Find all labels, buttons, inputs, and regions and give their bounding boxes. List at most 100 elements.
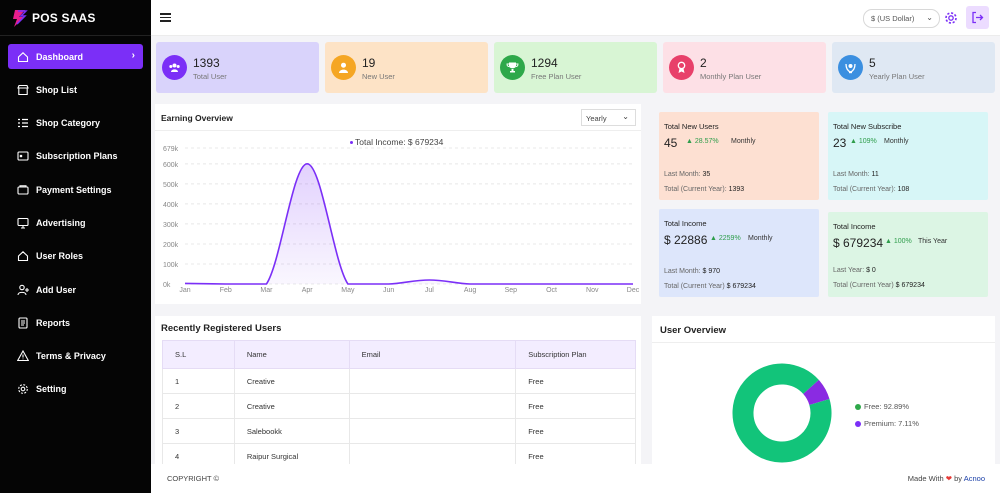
summary-value: 45 <box>664 136 678 150</box>
stat-label: Total User <box>193 72 227 81</box>
summary-line2-value: $ 679234 <box>726 283 756 290</box>
logout-icon <box>972 11 984 24</box>
sidebar-item-dashboard[interactable]: Dashboard › <box>8 44 143 69</box>
sidebar-item-reports[interactable]: Reports <box>8 310 143 335</box>
summary-line1-value: 35 <box>702 171 711 178</box>
summary-value: 23 <box>833 136 847 150</box>
summary-line1-label: Last Month: <box>664 171 701 178</box>
x-tick-label: Aug <box>464 287 477 294</box>
cell-plan: Free <box>515 393 636 419</box>
summary-period: Monthly <box>884 138 909 145</box>
sidebar-item-label: Shop List <box>36 84 77 95</box>
table-row[interactable]: 2 Creative Free <box>162 393 636 419</box>
stat-value: 5 <box>869 56 876 70</box>
table-row[interactable]: 4 Raipur Surgical Free <box>162 443 636 464</box>
sidebar-item-add-user[interactable]: Add User <box>8 277 143 302</box>
brand[interactable]: POS SAAS <box>0 0 151 36</box>
topbar: $ (US Dollar) ⌄ <box>151 0 1000 36</box>
sidebar-item-label: Shop Category <box>36 118 101 129</box>
cell-name: Creative <box>233 368 350 394</box>
summary-change-value: 28.57% <box>694 138 719 145</box>
summary-line1-label: Last Month: <box>664 268 701 275</box>
y-tick-label: 0k <box>163 282 171 289</box>
sidebar-item-terms-privacy[interactable]: Terms & Privacy <box>8 344 143 369</box>
cell-sl: 3 <box>162 418 235 444</box>
footer-by: by <box>954 474 963 483</box>
summary-period: Monthly <box>731 138 756 145</box>
sidebar-item-shop-list[interactable]: Shop List <box>8 77 143 102</box>
sidebar-item-payment-settings[interactable]: Payment Settings <box>8 177 143 202</box>
recent-users-title: Recently Registered Users <box>161 323 282 334</box>
x-tick-label: Jun <box>383 287 394 294</box>
stat-card-yearly-plan-user: 5 Yearly Plan User <box>832 42 995 93</box>
summary-total-new-users: Total New Users 45 ▲ 28.57% Monthly Last… <box>659 112 819 200</box>
table-row[interactable]: 1 Creative Free <box>162 368 636 394</box>
summary-line1: Last Year: $ 0 <box>833 267 876 274</box>
settings-gear-icon[interactable] <box>944 11 958 25</box>
footer-credit: Made With ❤ by Acnoo <box>908 474 985 483</box>
sidebar-item-advertising[interactable]: Advertising <box>8 210 143 235</box>
y-tick-label: 500k <box>163 182 179 189</box>
summary-change: ▲ 28.57% <box>686 138 719 145</box>
period-select[interactable]: Yearly ⌄ <box>581 109 636 126</box>
summary-value: $ 679234 <box>833 236 884 250</box>
user-overview-donut <box>732 363 832 463</box>
x-tick-label: May <box>341 287 355 294</box>
category-icon <box>18 118 28 128</box>
cell-plan: Free <box>515 418 636 444</box>
sidebar-item-shop-category[interactable]: Shop Category <box>8 111 143 136</box>
summary-line1-value: 11 <box>871 171 879 178</box>
cell-email <box>348 368 517 394</box>
summary-line2: Total (Current Year): 1393 <box>664 186 744 193</box>
series-area <box>185 163 633 284</box>
sidebar-nav: Dashboard › Shop List Shop Category Subs… <box>0 36 151 402</box>
summary-line1-label: Last Year: <box>833 267 865 274</box>
donut-slice <box>732 363 832 463</box>
period-value: Yearly <box>586 114 607 123</box>
earning-title: Earning Overview <box>161 113 233 123</box>
sidebar-item-setting[interactable]: Setting <box>8 377 143 402</box>
summary-line2-value: 108 <box>897 186 910 193</box>
stat-card-free-plan-user: 1294 Free Plan User <box>494 42 657 93</box>
y-tick-label: 200k <box>163 242 179 249</box>
summary-line1: Last Month: $ 970 <box>664 268 720 275</box>
chart-legend-text: Total Income: $ 679234 <box>355 137 444 147</box>
cell-sl: 2 <box>162 393 235 419</box>
earning-chart: 0k 100k 200k 300k 400k 500k 600k 679k Jan Feb Mar A… <box>163 146 640 294</box>
cell-name: Salebookk <box>233 418 350 444</box>
summary-line2-value: 1393 <box>728 186 745 193</box>
sidebar-item-label: Add User <box>36 284 77 295</box>
summary-total-new-subscribe: Total New Subscribe 23 ▲ 109% Monthly La… <box>828 112 988 200</box>
chevron-down-icon: ⌄ <box>622 112 629 121</box>
sidebar: POS SAAS Dashboard › Shop List Shop Cate… <box>0 0 151 493</box>
stat-label: Yearly Plan User <box>869 72 925 81</box>
sidebar-item-user-roles[interactable]: User Roles <box>8 244 143 269</box>
sidebar-item-subscription-plans[interactable]: Subscription Plans <box>8 144 143 169</box>
summary-change: ▲ 2259% <box>710 235 741 242</box>
report-icon <box>18 317 28 329</box>
y-tick-label: 400k <box>163 202 179 209</box>
cell-sl: 4 <box>162 443 235 464</box>
menu-toggle-icon[interactable] <box>160 13 171 22</box>
cell-name: Raipur Surgical <box>233 443 350 464</box>
sidebar-item-label: User Roles <box>36 251 84 262</box>
footer-copyright: COPYRIGHT © <box>167 474 220 483</box>
recent-users-card: Recently Registered Users S.L Name Email… <box>155 316 641 464</box>
table-row[interactable]: 3 Salebookk Free <box>162 418 636 444</box>
footer-author-link[interactable]: Acnoo <box>963 474 985 483</box>
summary-period: Monthly <box>748 235 773 242</box>
currency-select[interactable]: $ (US Dollar) ⌄ <box>863 9 940 28</box>
stat-label: Free Plan User <box>531 72 582 81</box>
legend-label: Premium: 7.11% <box>864 419 919 428</box>
summary-change: ▲ 100% <box>885 238 912 245</box>
user-overview-card: User Overview Free: 92.89% Premium: 7.11… <box>652 316 995 464</box>
cell-name: Creative <box>233 393 350 419</box>
logout-button[interactable] <box>966 6 989 29</box>
summary-line1: Last Month: 35 <box>664 171 710 178</box>
earning-overview-card: Earning Overview Yearly ⌄ Total Income: … <box>155 104 641 304</box>
summary-line2-label: Total (Current Year) <box>664 283 725 290</box>
x-tick-label: Sep <box>505 287 518 294</box>
earning-header: Earning Overview Yearly ⌄ <box>155 104 641 131</box>
x-tick-label: Apr <box>302 287 314 294</box>
medal-icon <box>669 55 694 80</box>
